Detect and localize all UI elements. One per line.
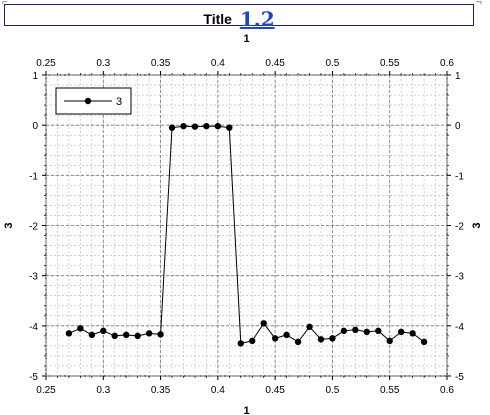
data-point: [237, 340, 244, 347]
data-point: [111, 332, 118, 340]
legend-label: 3: [116, 96, 122, 108]
data-point: [168, 124, 176, 131]
data-point: [214, 122, 222, 130]
x-tick-label-bottom: 0.5: [325, 385, 339, 396]
corner-mark-left-icon: ⌐: [2, 0, 8, 8]
y-tick-label-left: 1: [32, 71, 38, 82]
data-point: [226, 124, 233, 131]
y-axis-label-left: 3: [3, 222, 15, 228]
x-tick-label-bottom: 0.6: [440, 385, 454, 396]
data-point: [145, 330, 153, 337]
y-tick-label-right: -3: [455, 272, 464, 283]
data-point: [249, 337, 256, 345]
y-tick-label-right: -5: [455, 372, 464, 383]
data-point: [191, 123, 199, 130]
series-line: [68, 125, 425, 345]
x-axis-label-top: 1: [243, 33, 249, 45]
title-annotation: 1.2: [239, 7, 275, 31]
x-tick-label-top: 0.35: [151, 58, 171, 69]
data-point: [88, 331, 96, 339]
legend: 3: [55, 87, 132, 115]
y-tick-label-right: -1: [455, 171, 464, 182]
corner-mark-right-icon: ¬: [476, 0, 482, 8]
y-tick-label-left: -5: [29, 372, 38, 383]
data-point: [352, 326, 359, 334]
series-points: [65, 122, 428, 347]
y-tick-label-right: 0: [455, 121, 461, 132]
data-point: [329, 335, 336, 342]
x-tick-label-bottom: 0.25: [36, 385, 56, 396]
chart-title-text: Title: [203, 11, 232, 27]
data-point: [283, 331, 290, 339]
x-tick-label-bottom: 0.3: [96, 385, 110, 396]
x-tick-label-top: 0.3: [96, 58, 110, 69]
data-point: [180, 122, 187, 130]
x-tick-label-top: 0.45: [265, 58, 285, 69]
data-point: [77, 325, 84, 332]
data-point: [397, 328, 405, 336]
y-axis-label-right: 3: [471, 222, 483, 228]
data-point: [306, 323, 313, 331]
data-point: [340, 327, 348, 335]
data-point: [294, 338, 302, 346]
plot-grid: [45, 74, 448, 377]
y-tick-label-right: -4: [455, 322, 464, 333]
y-tick-label-left: 0: [32, 121, 38, 132]
chart-title: Title 1.2: [5, 7, 473, 31]
data-point: [409, 330, 416, 337]
legend-marker-sample: [84, 97, 92, 105]
title-bar: Title 1.2: [4, 4, 474, 31]
data-point: [157, 331, 164, 338]
data-point: [375, 327, 382, 335]
data-point: [203, 122, 210, 130]
data-point: [65, 330, 73, 337]
data-point: [386, 337, 393, 345]
x-tick-label-bottom: 0.55: [380, 385, 400, 396]
data-point: [134, 332, 141, 340]
x-tick-label-bottom: 0.35: [151, 385, 171, 396]
x-tick-label-bottom: 0.4: [211, 385, 225, 396]
x-tick-label-top: 0.25: [36, 58, 56, 69]
data-point: [420, 338, 428, 346]
y-tick-label-right: -2: [455, 222, 464, 233]
x-axis-label-bottom: 1: [243, 405, 249, 415]
x-tick-label-top: 0.4: [211, 58, 225, 69]
x-tick-label-bottom: 0.45: [265, 385, 285, 396]
data-point: [260, 320, 267, 327]
x-tick-label-top: 0.5: [325, 58, 339, 69]
y-tick-label-left: -4: [29, 322, 38, 333]
plot-axes: 0.25 0.25 0.3 0.3 0.35 0.35 0.4 0.4 0.45 0.45 0.5 0…: [29, 58, 464, 396]
y-tick-label-left: -2: [29, 222, 38, 233]
y-tick-label-right: 1: [455, 71, 461, 82]
data-point: [271, 335, 279, 342]
x-tick-label-top: 0.6: [440, 58, 454, 69]
data-point: [100, 327, 107, 335]
data-point: [363, 328, 370, 336]
data-point: [123, 331, 130, 339]
data-point: [317, 336, 325, 343]
x-tick-label-top: 0.55: [380, 58, 400, 69]
y-tick-label-left: -3: [29, 272, 38, 283]
y-tick-label-left: -1: [29, 171, 38, 182]
